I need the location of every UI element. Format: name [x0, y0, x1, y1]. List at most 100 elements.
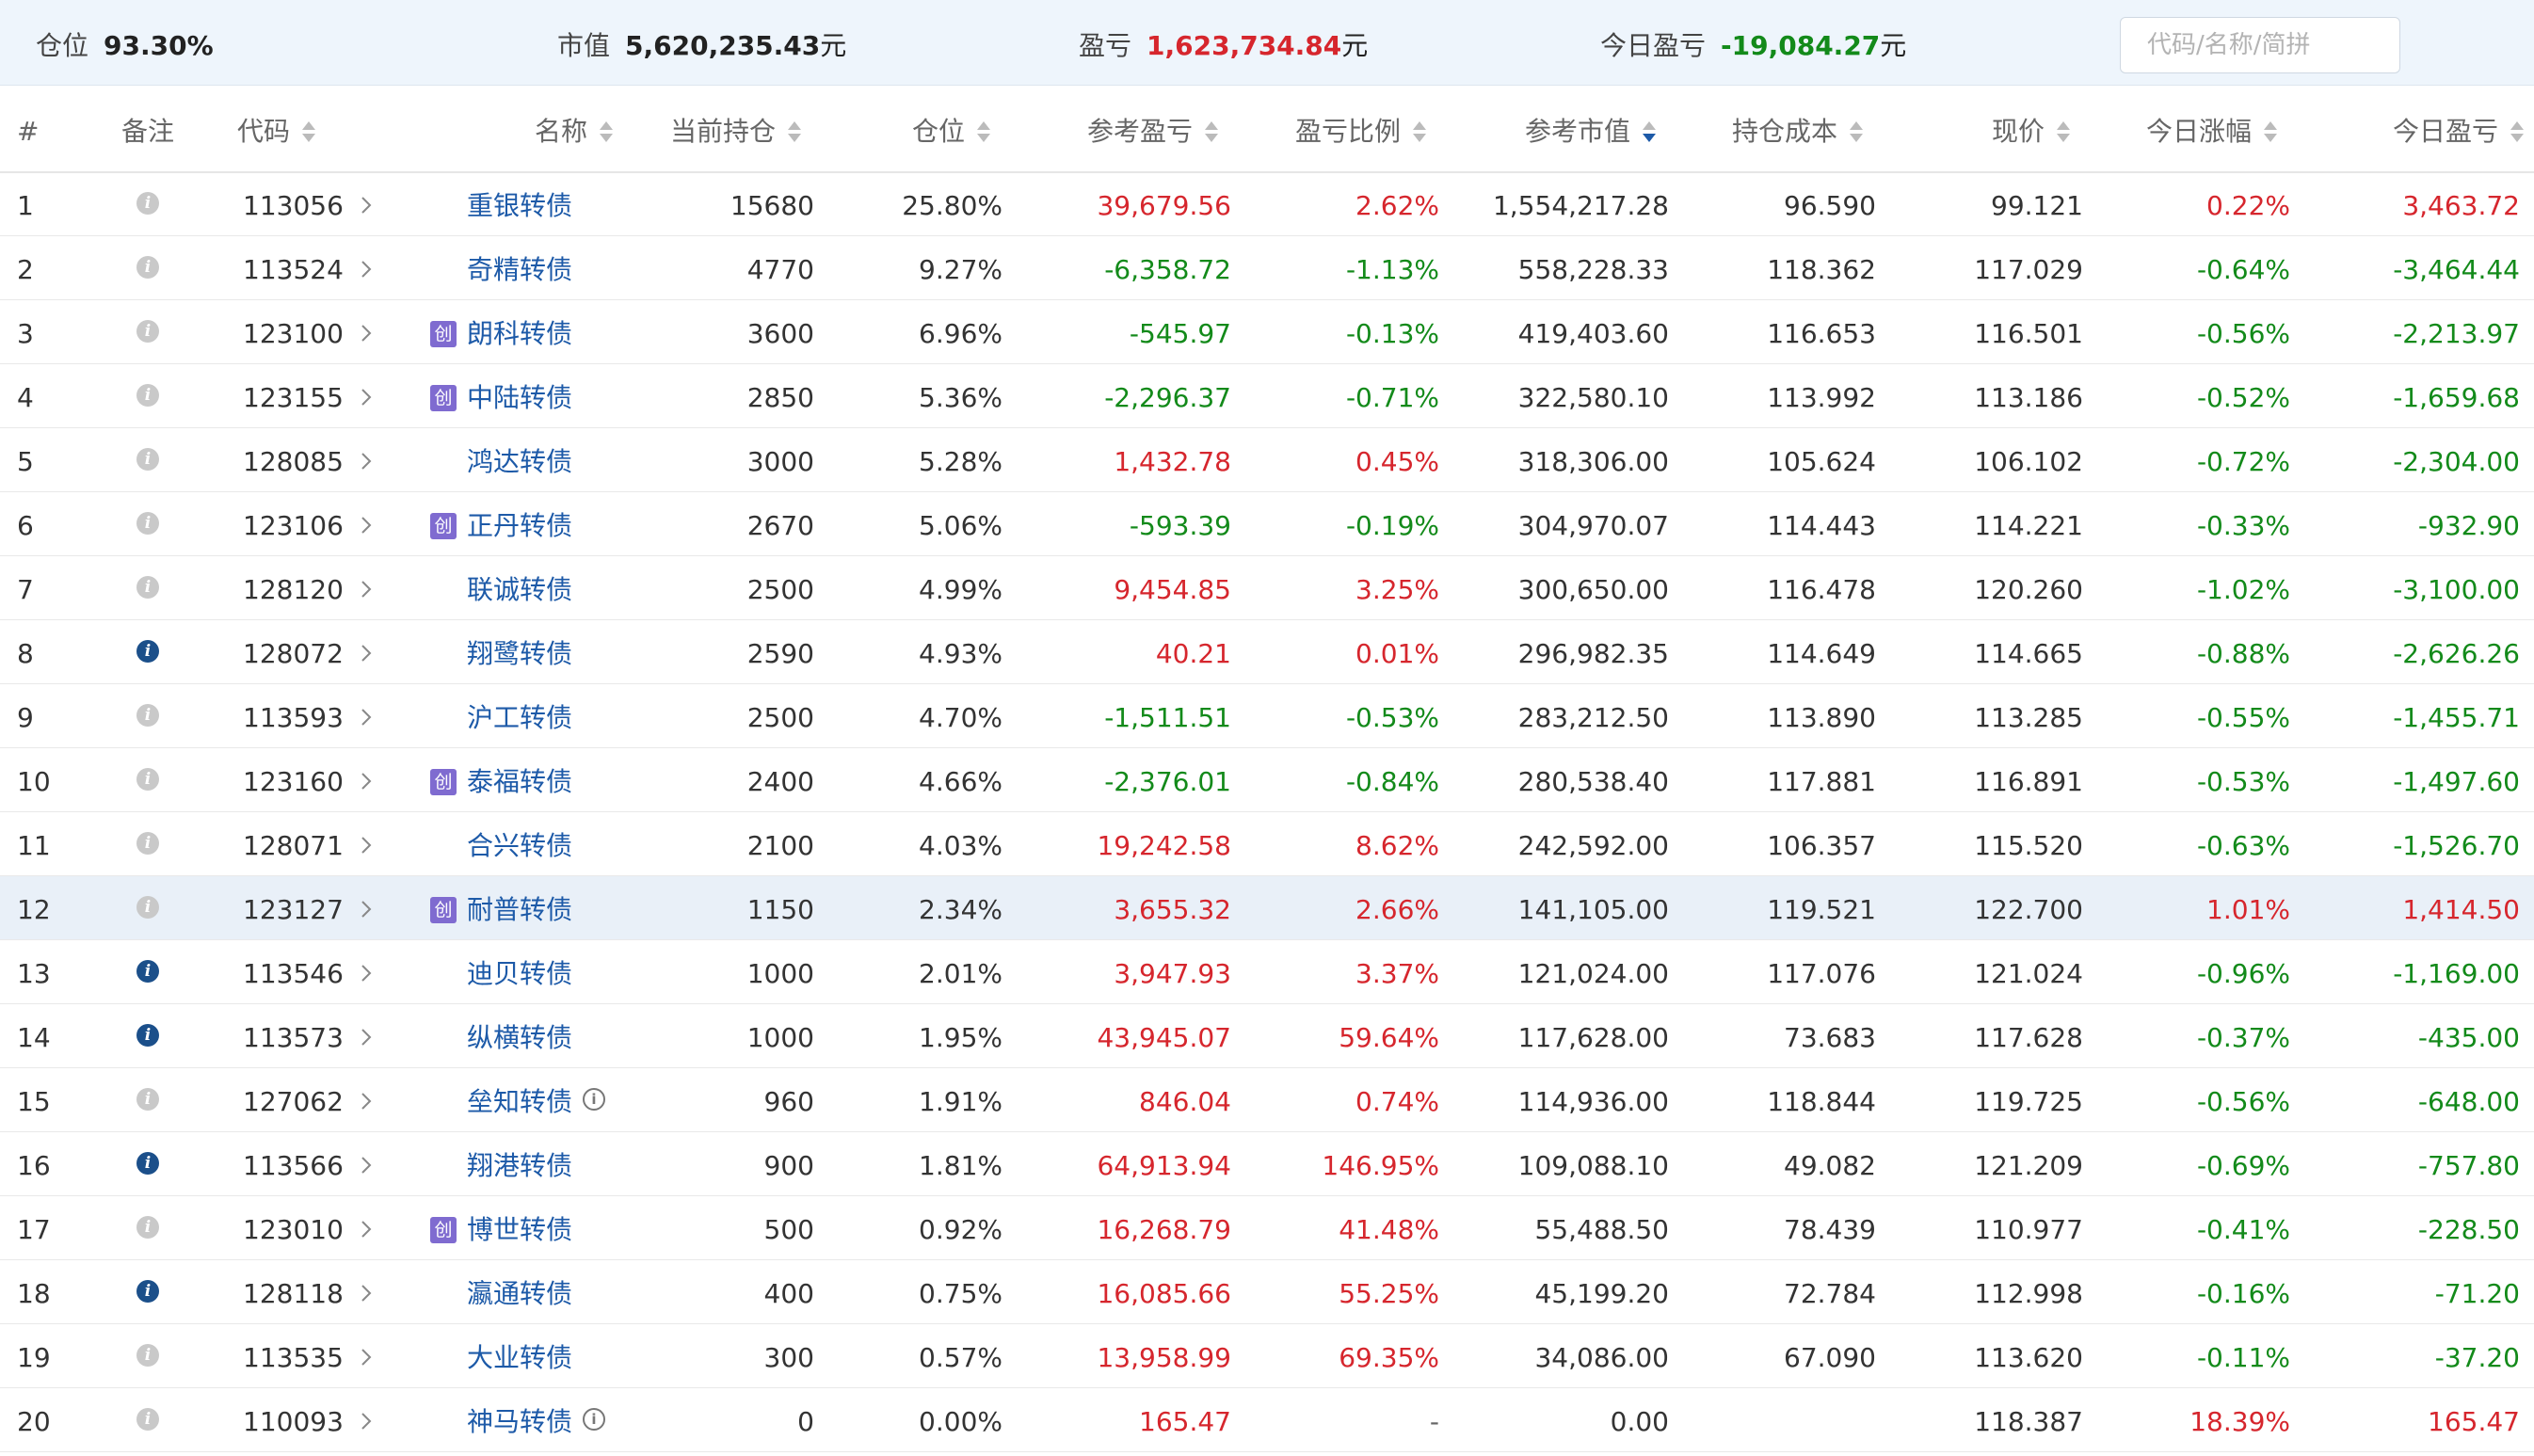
table-row[interactable]: 1 i 113056 重银转债 15680 25.80% 39,679.56 2.62% 1,5… — [0, 172, 2534, 236]
bond-name-link[interactable]: 纵横转债 — [466, 1022, 572, 1053]
column-header-holding[interactable]: 当前持仓 — [621, 86, 802, 171]
chevron-right-icon[interactable] — [360, 451, 373, 472]
bond-name-link[interactable]: 翔鹭转债 — [466, 638, 572, 669]
bond-name-link[interactable]: 翔港转债 — [466, 1150, 572, 1181]
note-info-icon[interactable]: i — [136, 192, 159, 215]
table-row[interactable]: 19 i 113535 大业转债 300 0.57% 13,958.99 69.35% 34,0… — [0, 1324, 2534, 1388]
row-index: 6 — [17, 510, 34, 541]
table-row[interactable]: 17 i 123010 创博世转债 500 0.92% 16,268.79 41.48% 55,… — [0, 1196, 2534, 1260]
search-input[interactable] — [2120, 17, 2400, 73]
column-header-change[interactable]: 今日涨幅 — [2090, 86, 2278, 171]
note-info-icon[interactable]: i — [136, 1216, 159, 1239]
note-info-icon[interactable]: i — [136, 1280, 159, 1303]
note-info-icon[interactable]: i — [136, 512, 159, 535]
note-info-icon[interactable]: i — [136, 704, 159, 727]
column-header-pnl-ratio[interactable]: 盈亏比例 — [1233, 86, 1427, 171]
chevron-right-icon[interactable] — [360, 1091, 373, 1112]
note-info-icon[interactable]: i — [136, 640, 159, 663]
info-circle-icon[interactable]: i — [583, 1088, 605, 1111]
note-info-icon[interactable]: i — [136, 1408, 159, 1431]
bond-name-link[interactable]: 重银转债 — [466, 190, 572, 221]
bond-name-link[interactable]: 大业转债 — [466, 1342, 572, 1373]
chevron-right-icon[interactable] — [360, 1155, 373, 1176]
note-info-icon[interactable]: i — [136, 1344, 159, 1367]
note-info-icon[interactable]: i — [136, 256, 159, 279]
column-header-code[interactable]: 代码 — [237, 86, 369, 171]
chevron-right-icon[interactable] — [360, 899, 373, 920]
note-info-icon[interactable]: i — [136, 448, 159, 471]
table-row[interactable]: 14 i 113573 纵横转债 1000 1.95% 43,945.07 59.64% 117… — [0, 1004, 2534, 1068]
column-header-market-value[interactable]: 参考市值 — [1440, 86, 1657, 171]
bond-name-link[interactable]: 垒知转债 — [466, 1086, 572, 1117]
table-row[interactable]: 16 i 113566 翔港转债 900 1.81% 64,913.94 146.95% 109… — [0, 1132, 2534, 1196]
column-header-price[interactable]: 现价 — [1883, 86, 2071, 171]
chevron-right-icon[interactable] — [360, 1347, 373, 1368]
column-header-name[interactable]: 名称 — [442, 86, 614, 171]
chevron-right-icon[interactable] — [360, 579, 373, 600]
column-header-weight[interactable]: 仓位 — [828, 86, 991, 171]
column-header-cost[interactable]: 持仓成本 — [1676, 86, 1864, 171]
bond-name-link[interactable]: 瀛通转债 — [466, 1278, 572, 1309]
table-row[interactable]: 6 i 123106 创正丹转债 2670 5.06% -593.39 -0.19% 304,9… — [0, 492, 2534, 556]
column-header-today-pnl[interactable]: 今日盈亏 — [2306, 86, 2525, 171]
table-row[interactable]: 5 i 128085 鸿达转债 3000 5.28% 1,432.78 0.45% 318,30… — [0, 428, 2534, 492]
holding-qty: 2500 — [746, 574, 814, 605]
bond-name-link[interactable]: 沪工转债 — [466, 702, 572, 733]
bond-name-link[interactable]: 鸿达转债 — [466, 446, 572, 477]
bond-name-link[interactable]: 迪贝转债 — [466, 958, 572, 989]
table-row[interactable]: 11 i 128071 合兴转债 2100 4.03% 19,242.58 8.62% 242,… — [0, 812, 2534, 876]
note-info-icon[interactable]: i — [136, 960, 159, 983]
today-pnl: -1,497.60 — [2393, 766, 2520, 797]
chevron-right-icon[interactable] — [360, 1027, 373, 1048]
bond-name-link[interactable]: 耐普转债 — [466, 894, 572, 925]
sort-icon — [787, 120, 802, 144]
column-header-pnl[interactable]: 参考盈亏 — [1017, 86, 1219, 171]
chevron-right-icon[interactable] — [360, 643, 373, 664]
chevron-right-icon[interactable] — [360, 1411, 373, 1432]
row-index: 1 — [17, 190, 34, 221]
table-row[interactable]: 15 i 127062 垒知转债 i 960 1.91% 846.04 0.74% 114,936… — [0, 1068, 2534, 1132]
note-info-icon[interactable]: i — [136, 384, 159, 407]
bond-name-link[interactable]: 博世转债 — [466, 1214, 572, 1245]
table-row[interactable]: 3 i 123100 创朗科转债 3600 6.96% -545.97 -0.13% 419,4… — [0, 300, 2534, 364]
note-info-icon[interactable]: i — [136, 1152, 159, 1175]
chevron-right-icon[interactable] — [360, 515, 373, 536]
note-info-icon[interactable]: i — [136, 832, 159, 855]
info-circle-icon[interactable]: i — [583, 1408, 605, 1431]
chevron-right-icon[interactable] — [360, 771, 373, 792]
table-row[interactable]: 9 i 113593 沪工转债 2500 4.70% -1,511.51 -0.53% 283,… — [0, 684, 2534, 748]
bond-name-link[interactable]: 朗科转债 — [466, 318, 572, 349]
note-info-icon[interactable]: i — [136, 576, 159, 599]
bond-name-link[interactable]: 联诚转债 — [466, 574, 572, 605]
bond-name-link[interactable]: 合兴转债 — [466, 830, 572, 861]
table-row[interactable]: 7 i 128120 联诚转债 2500 4.99% 9,454.85 3.25% 300,65… — [0, 556, 2534, 620]
table-row[interactable]: 10 i 123160 创泰福转债 2400 4.66% -2,376.01 -0.84% 28… — [0, 748, 2534, 812]
table-row[interactable]: 2 i 113524 奇精转债 4770 9.27% -6,358.72 -1.13% 558,… — [0, 236, 2534, 300]
chevron-right-icon[interactable] — [360, 259, 373, 280]
chevron-right-icon[interactable] — [360, 323, 373, 344]
note-info-icon[interactable]: i — [136, 768, 159, 791]
table-row[interactable]: 20 i 110093 神马转债 i 0 0.00% 165.47 - 0.00 118.387 18… — [0, 1388, 2534, 1452]
chevron-right-icon[interactable] — [360, 195, 373, 216]
chevron-right-icon[interactable] — [360, 1283, 373, 1304]
chevron-right-icon[interactable] — [360, 387, 373, 408]
column-header-holding-label: 当前持仓 — [669, 116, 776, 147]
note-info-icon[interactable]: i — [136, 896, 159, 919]
note-info-icon[interactable]: i — [136, 1024, 159, 1047]
table-row[interactable]: 8 i 128072 翔鹭转债 2590 4.93% 40.21 0.01% 296,982.3… — [0, 620, 2534, 684]
table-row[interactable]: 13 i 113546 迪贝转债 1000 2.01% 3,947.93 3.37% 121,0… — [0, 940, 2534, 1004]
bond-name-link[interactable]: 泰福转债 — [466, 766, 572, 797]
chevron-right-icon[interactable] — [360, 963, 373, 984]
table-row[interactable]: 4 i 123155 创中陆转债 2850 5.36% -2,296.37 -0.71% 322… — [0, 364, 2534, 428]
bond-name-link[interactable]: 正丹转债 — [466, 510, 572, 541]
bond-name-link[interactable]: 奇精转债 — [466, 254, 572, 285]
chevron-right-icon[interactable] — [360, 1219, 373, 1240]
table-row[interactable]: 12 i 123127 创耐普转债 1150 2.34% 3,655.32 2.66% 141,… — [0, 876, 2534, 940]
chevron-right-icon[interactable] — [360, 707, 373, 728]
bond-name-link[interactable]: 神马转债 — [466, 1406, 572, 1437]
chevron-right-icon[interactable] — [360, 835, 373, 856]
note-info-icon[interactable]: i — [136, 320, 159, 343]
note-info-icon[interactable]: i — [136, 1088, 159, 1111]
table-row[interactable]: 18 i 128118 瀛通转债 400 0.75% 16,085.66 55.25% 45,1… — [0, 1260, 2534, 1324]
bond-name-link[interactable]: 中陆转债 — [466, 382, 572, 413]
